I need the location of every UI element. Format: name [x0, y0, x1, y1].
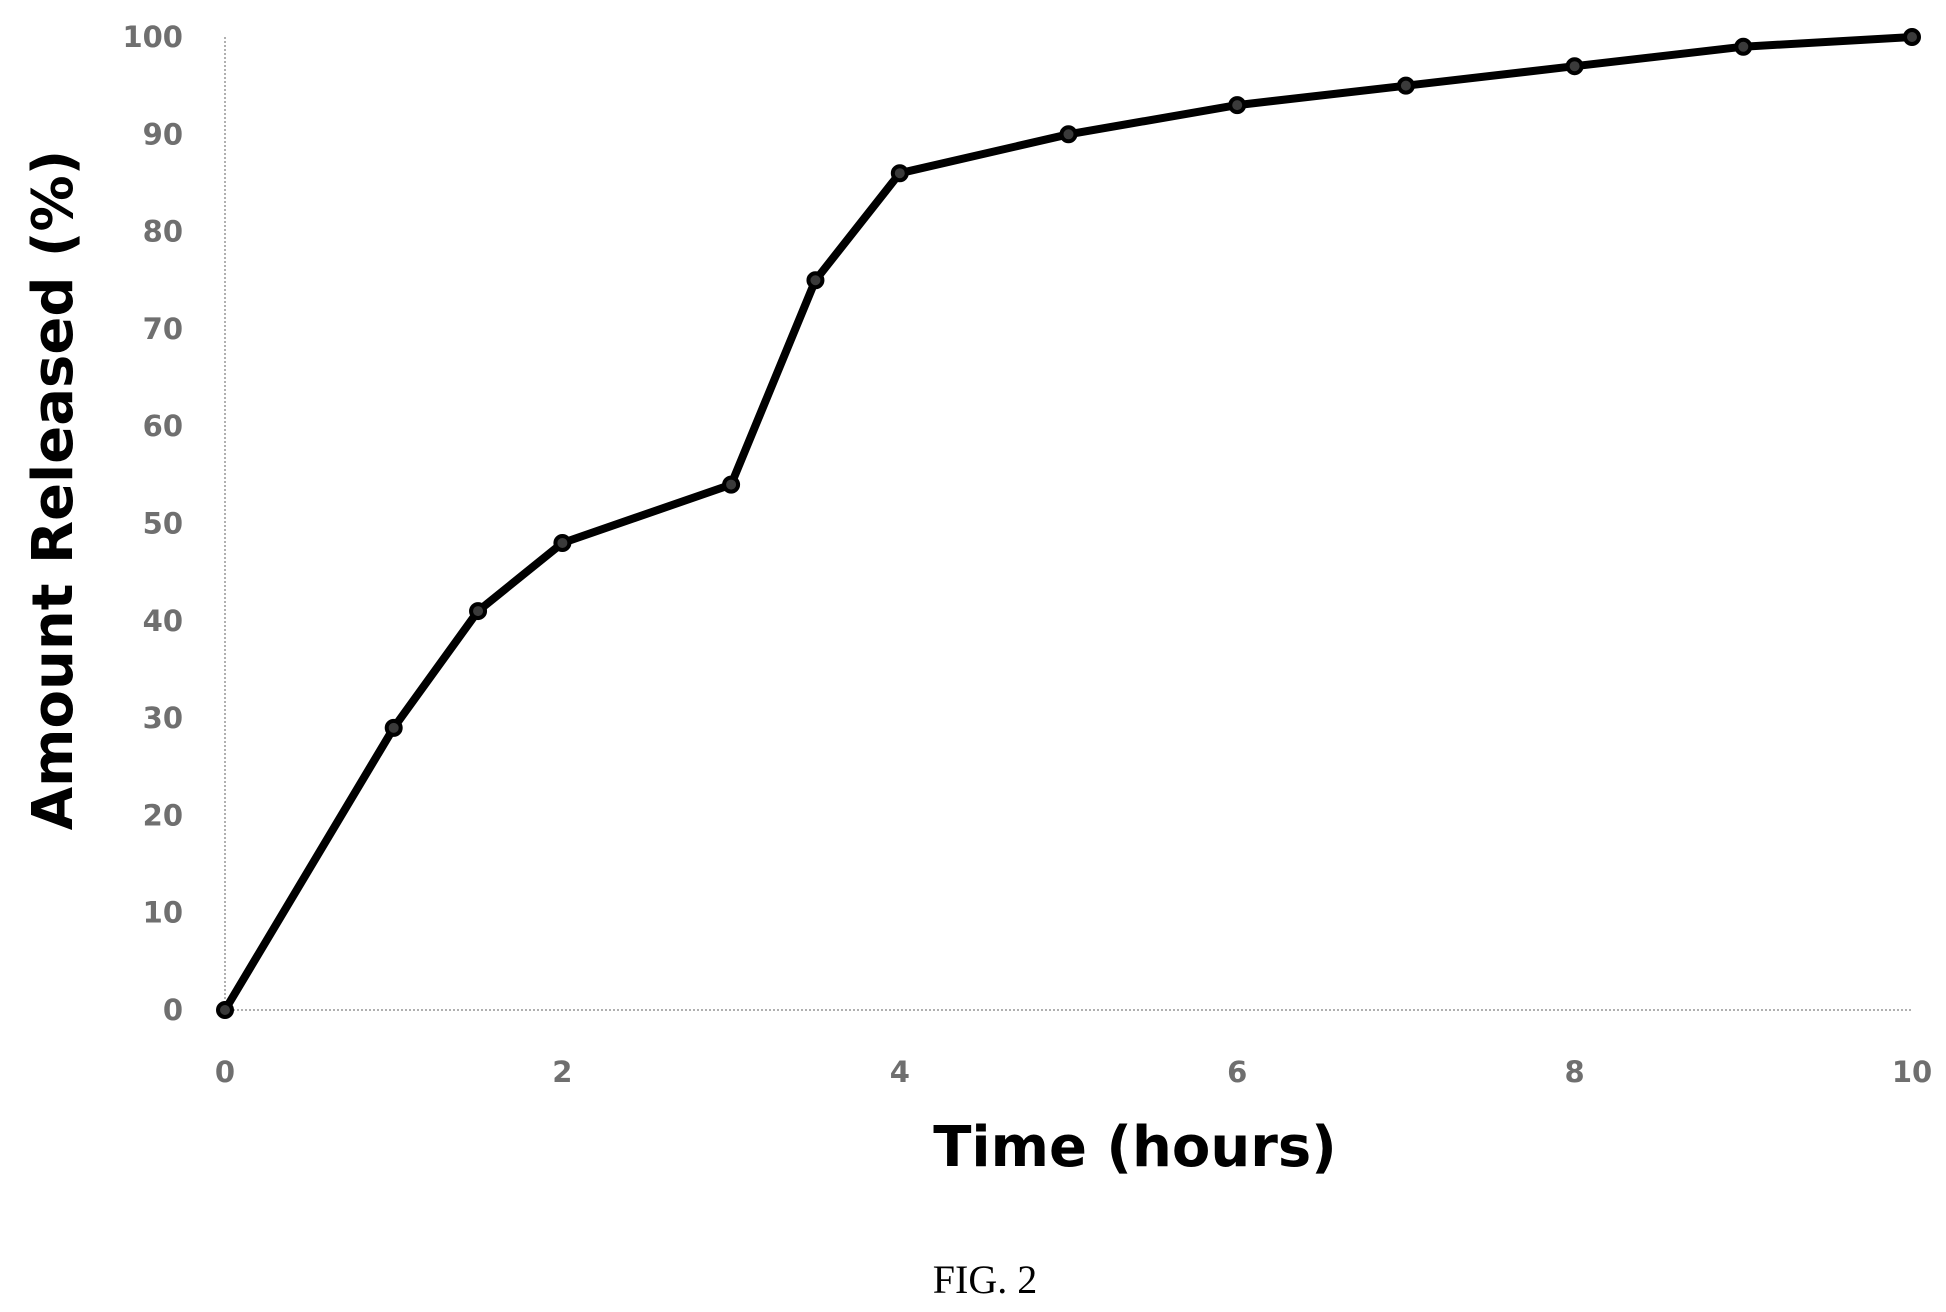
y-tick-label: 100: [122, 20, 183, 54]
x-tick-label: 2: [552, 1055, 572, 1089]
data-point: [469, 602, 488, 621]
x-tick-labels: 0 2 4 6 8 10: [215, 1055, 1932, 1089]
data-point: [1565, 57, 1584, 76]
y-tick-label: 90: [143, 117, 183, 151]
x-tick-label: 4: [890, 1055, 910, 1089]
figure-caption: FIG. 2: [933, 1257, 1037, 1302]
data-point: [1734, 37, 1753, 56]
data-point: [216, 1001, 234, 1019]
x-tick-label: 10: [1892, 1055, 1932, 1089]
data-point: [1903, 28, 1921, 46]
y-axis-title: Amount Released (%): [21, 150, 86, 830]
y-tick-label: 20: [143, 798, 183, 832]
data-point: [1396, 76, 1415, 95]
y-tick-label: 70: [143, 312, 183, 346]
data-points: [216, 28, 1921, 1019]
series-line: [221, 33, 1916, 1014]
y-tick-label: 60: [143, 409, 183, 443]
data-point: [384, 718, 403, 737]
data-point: [1059, 125, 1078, 144]
data-point: [553, 533, 572, 552]
y-tick-label: 30: [143, 701, 183, 735]
y-tick-label: 10: [143, 896, 183, 930]
x-tick-label: 8: [1565, 1055, 1585, 1089]
data-point: [722, 475, 741, 494]
y-tick-labels: 0 10 20 30 40 50 60 70 80 90 100: [122, 20, 183, 1027]
data-point: [890, 164, 909, 183]
data-series: [221, 33, 1916, 1014]
x-tick-label: 0: [215, 1055, 235, 1089]
y-tick-label: 40: [143, 604, 183, 638]
y-tick-label: 50: [143, 507, 183, 541]
y-tick-label: 0: [163, 993, 183, 1027]
x-tick-label: 6: [1227, 1055, 1247, 1089]
x-axis-title: Time (hours): [933, 1115, 1337, 1180]
y-tick-label: 80: [143, 215, 183, 249]
data-point: [806, 271, 825, 290]
data-point: [1228, 96, 1247, 115]
